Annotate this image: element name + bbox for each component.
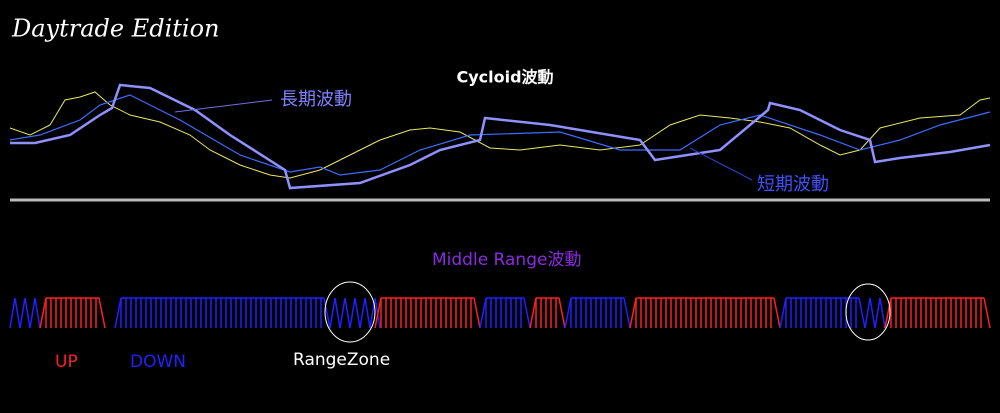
range-stroke [884, 297, 892, 329]
range-stroke [339, 297, 346, 329]
range-stroke [473, 297, 481, 329]
range-circle [845, 283, 891, 341]
range-stroke [14, 297, 21, 329]
range-stroke [779, 297, 787, 329]
range-stroke [773, 297, 781, 329]
range-stroke [879, 297, 886, 329]
range-stroke [623, 297, 631, 329]
range-stroke [24, 297, 31, 329]
range-stroke [864, 297, 871, 329]
range-stroke [98, 297, 106, 329]
range-stroke [874, 297, 881, 329]
short-wave [9, 94, 991, 176]
range-bars [9, 297, 991, 329]
range-stroke [529, 297, 537, 329]
short-label: 短期波動 [757, 174, 829, 195]
range-stroke [39, 297, 47, 329]
range-stroke [858, 297, 866, 329]
range-circle [324, 281, 376, 343]
range-stroke [19, 297, 26, 329]
down-label: DOWN [130, 352, 186, 372]
cycloid-title: Cycloid波動 [456, 68, 553, 87]
range-stroke [323, 297, 331, 329]
range-stroke [564, 297, 572, 329]
range-stroke [334, 297, 341, 329]
range-stroke [558, 297, 566, 329]
range-stroke [354, 297, 361, 329]
range-stroke [869, 297, 876, 329]
long-wave [10, 83, 991, 190]
rangezone-label: RangeZone [293, 350, 390, 370]
short-leader [689, 147, 753, 181]
long-leader [174, 99, 273, 113]
range-stroke [523, 297, 531, 329]
range-stroke [364, 297, 371, 329]
range-stroke [114, 297, 122, 329]
long-label: 長期波動 [280, 89, 352, 110]
range-stroke [349, 297, 356, 329]
range-stroke [29, 297, 36, 329]
range-stroke [329, 297, 336, 329]
range-stroke [983, 297, 991, 329]
page-title: Daytrade Edition [11, 15, 220, 43]
range-stroke [374, 297, 382, 329]
up-label: UP [55, 352, 78, 372]
middle-range-title: Middle Range波動 [432, 250, 581, 270]
range-stroke [34, 297, 41, 329]
range-stroke [344, 297, 351, 329]
range-stroke [359, 297, 366, 329]
range-stroke [9, 297, 16, 329]
range-stroke [479, 297, 487, 329]
range-stroke [629, 297, 637, 329]
